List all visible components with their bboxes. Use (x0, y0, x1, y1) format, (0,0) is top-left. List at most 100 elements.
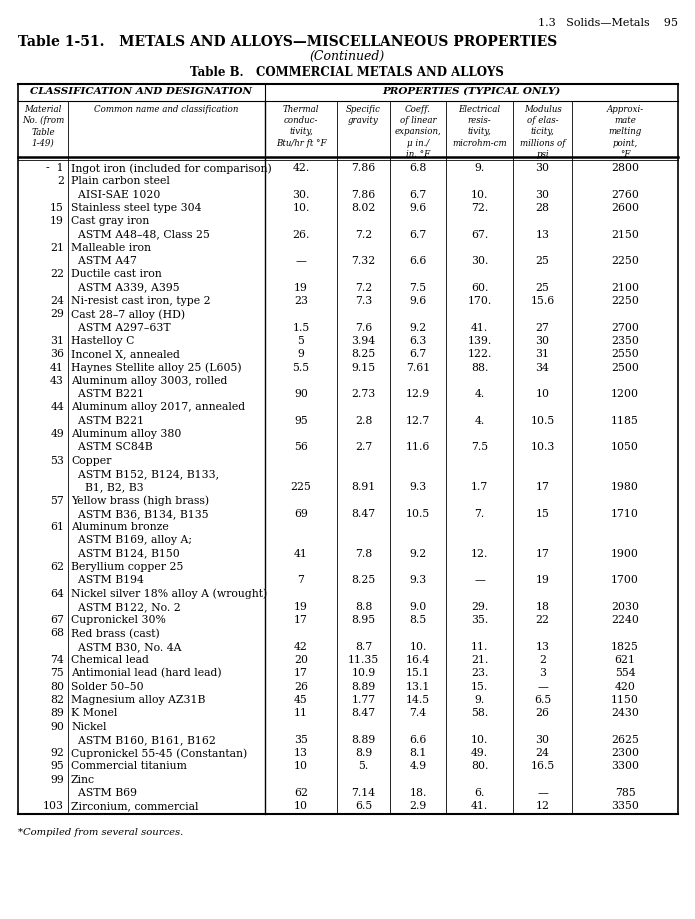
Text: 2240: 2240 (611, 615, 639, 625)
Text: 1.7: 1.7 (471, 482, 488, 493)
Text: 25: 25 (536, 256, 550, 267)
Text: ASTM B152, B124, B133,: ASTM B152, B124, B133, (71, 469, 219, 479)
Text: 20: 20 (294, 655, 308, 665)
Text: 1900: 1900 (611, 549, 639, 559)
Text: 16.5: 16.5 (530, 762, 555, 771)
Text: 16.4: 16.4 (406, 655, 430, 665)
Text: 2700: 2700 (611, 323, 639, 333)
Text: Nickel: Nickel (71, 721, 106, 732)
Text: 8.47: 8.47 (352, 509, 375, 519)
Text: 13: 13 (536, 641, 550, 652)
Text: 26: 26 (536, 709, 550, 719)
Text: 2.7: 2.7 (355, 442, 372, 452)
Text: 34: 34 (536, 362, 550, 372)
Text: 10.5: 10.5 (406, 509, 430, 519)
Text: 15.1: 15.1 (406, 668, 430, 678)
Text: 6.3: 6.3 (409, 336, 427, 346)
Text: 10.5: 10.5 (530, 415, 555, 425)
Text: 2250: 2250 (611, 256, 639, 267)
Text: 6.8: 6.8 (409, 163, 427, 173)
Text: 8.25: 8.25 (352, 575, 375, 585)
Text: Aluminum bronze: Aluminum bronze (71, 522, 169, 532)
Text: 30.: 30. (293, 189, 310, 199)
Text: 7.2: 7.2 (355, 230, 372, 240)
Text: *Compiled from several sources.: *Compiled from several sources. (18, 828, 183, 836)
Text: 7.86: 7.86 (352, 163, 375, 173)
Text: 80.: 80. (471, 762, 488, 771)
Text: Cupronickel 55-45 (Constantan): Cupronickel 55-45 (Constantan) (71, 748, 247, 759)
Text: 29.: 29. (471, 602, 488, 612)
Text: 58.: 58. (471, 709, 488, 719)
Text: Commercial titanium: Commercial titanium (71, 762, 187, 771)
Text: 10.3: 10.3 (530, 442, 555, 452)
Text: 14.5: 14.5 (406, 695, 430, 705)
Text: Solder 50–50: Solder 50–50 (71, 682, 144, 692)
Text: 30: 30 (536, 189, 550, 199)
Text: Nickel silver 18% alloy A (wrought): Nickel silver 18% alloy A (wrought) (71, 588, 268, 599)
Text: 12.7: 12.7 (406, 415, 430, 425)
Text: ASTM B36, B134, B135: ASTM B36, B134, B135 (71, 509, 208, 519)
Text: 19: 19 (294, 602, 308, 612)
Text: 21.: 21. (471, 655, 488, 665)
Text: 41.: 41. (471, 801, 488, 811)
Text: 69: 69 (294, 509, 308, 519)
Text: 2100: 2100 (611, 283, 639, 292)
Text: 10.9: 10.9 (352, 668, 375, 678)
Text: 31: 31 (536, 349, 550, 359)
Text: 8.7: 8.7 (355, 641, 372, 652)
Text: 7.61: 7.61 (406, 362, 430, 372)
Text: 2350: 2350 (611, 336, 639, 346)
Text: 7: 7 (297, 575, 304, 585)
Text: ASTM B221: ASTM B221 (71, 389, 144, 399)
Text: 15.: 15. (471, 682, 488, 692)
Text: Coeff.
of linear
expansion,
μ in./
in. °F: Coeff. of linear expansion, μ in./ in. °… (395, 105, 441, 159)
Text: 6.: 6. (474, 789, 484, 798)
Text: 68: 68 (50, 629, 64, 639)
Text: 15: 15 (50, 203, 64, 213)
Text: 22: 22 (50, 269, 64, 279)
Text: Electrical
resis-
tivity,
microhm-cm: Electrical resis- tivity, microhm-cm (452, 105, 507, 148)
Text: 15.6: 15.6 (530, 296, 555, 306)
Text: Ductile cast iron: Ductile cast iron (71, 269, 162, 279)
Text: 15: 15 (536, 509, 550, 519)
Text: Ni-resist cast iron, type 2: Ni-resist cast iron, type 2 (71, 296, 211, 306)
Text: 11.35: 11.35 (348, 655, 379, 665)
Text: 57: 57 (50, 495, 64, 505)
Text: Hastelloy C: Hastelloy C (71, 336, 134, 346)
Text: Stainless steel type 304: Stainless steel type 304 (71, 203, 202, 213)
Text: 10.: 10. (471, 189, 488, 199)
Text: 60.: 60. (471, 283, 488, 292)
Text: 30: 30 (536, 163, 550, 173)
Text: 19: 19 (536, 575, 550, 585)
Text: 12.9: 12.9 (406, 389, 430, 399)
Text: 17: 17 (294, 668, 308, 678)
Text: 2550: 2550 (611, 349, 639, 359)
Text: 1980: 1980 (611, 482, 639, 493)
Text: 13.1: 13.1 (406, 682, 430, 692)
Text: 7.5: 7.5 (409, 283, 427, 292)
Text: 10: 10 (294, 762, 308, 771)
Text: 2.73: 2.73 (352, 389, 375, 399)
Text: 122.: 122. (467, 349, 491, 359)
Text: 621: 621 (614, 655, 635, 665)
Text: 785: 785 (614, 789, 635, 798)
Text: 82: 82 (50, 695, 64, 705)
Text: 88.: 88. (471, 362, 488, 372)
Text: 45: 45 (294, 695, 308, 705)
Text: (Continued): (Continued) (309, 50, 384, 63)
Text: 75: 75 (50, 668, 64, 678)
Text: 61: 61 (50, 522, 64, 532)
Text: 9.15: 9.15 (352, 362, 375, 372)
Text: 9.6: 9.6 (409, 203, 427, 213)
Text: 9.: 9. (475, 695, 484, 705)
Text: 6.6: 6.6 (409, 256, 427, 267)
Text: K Monel: K Monel (71, 709, 117, 719)
Text: 30: 30 (536, 336, 550, 346)
Text: ASTM A47: ASTM A47 (71, 256, 137, 267)
Text: 2800: 2800 (611, 163, 639, 173)
Text: 8.91: 8.91 (352, 482, 375, 493)
Text: 6.7: 6.7 (409, 189, 427, 199)
Text: 36: 36 (50, 349, 64, 359)
Text: 3300: 3300 (611, 762, 639, 771)
Text: 2500: 2500 (611, 362, 639, 372)
